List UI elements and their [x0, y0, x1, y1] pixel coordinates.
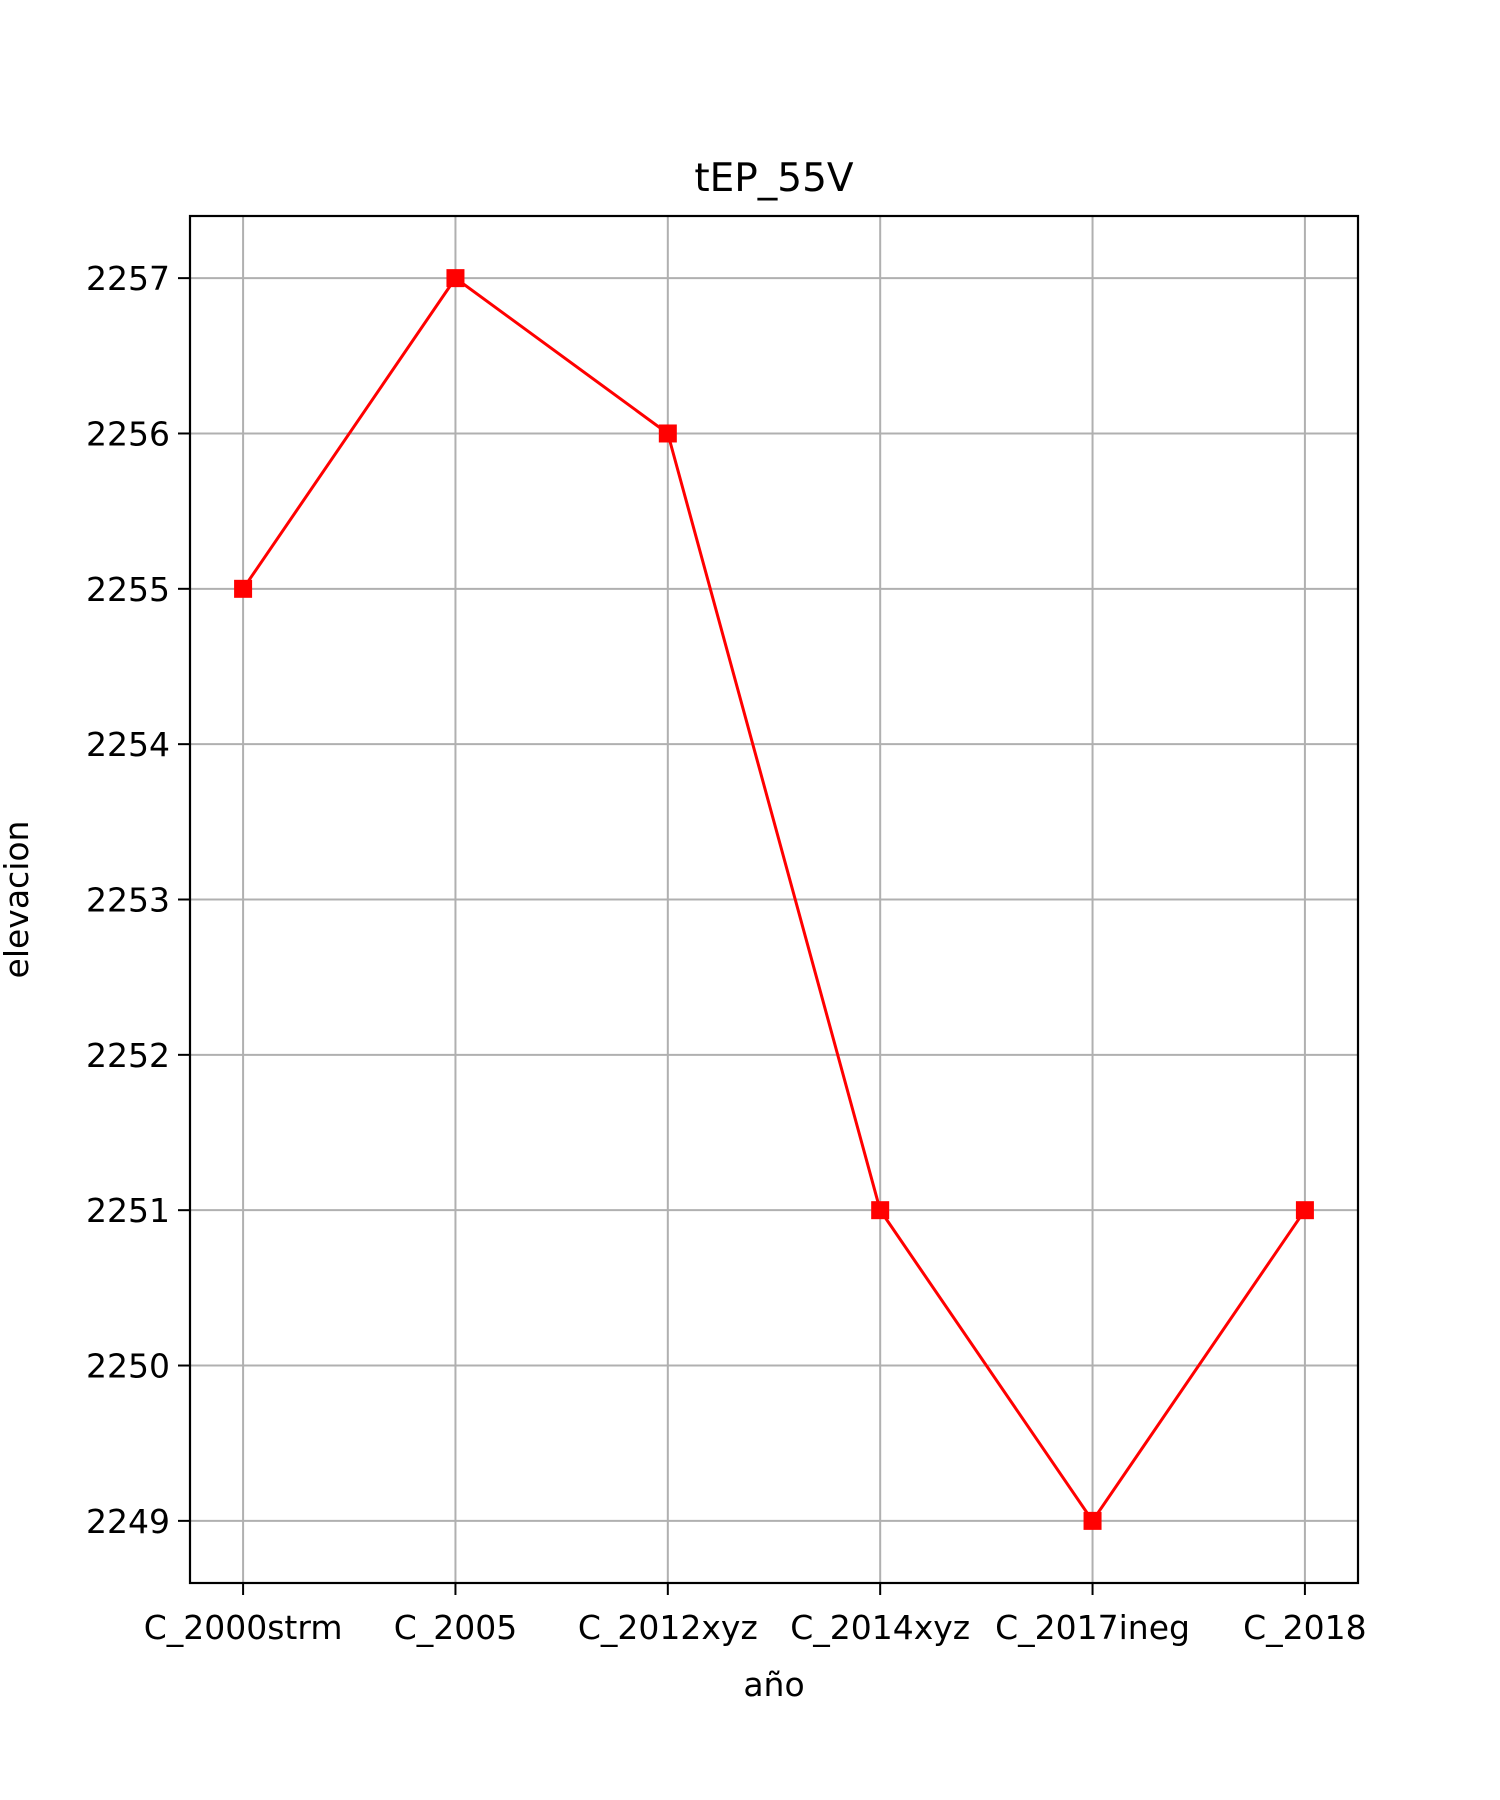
y-tick-label: 2253	[86, 881, 170, 920]
x-axis-label: año	[743, 1665, 804, 1704]
y-tick-label: 2250	[86, 1347, 170, 1386]
x-tick-label: C_2017ineg	[995, 1608, 1190, 1647]
y-tick-label: 2251	[86, 1191, 170, 1230]
data-point-marker	[446, 269, 465, 288]
chart-title: tEP_55V	[694, 156, 854, 201]
y-tick-label: 2255	[86, 570, 170, 609]
data-point-marker	[658, 424, 677, 443]
y-tick-label: 2257	[86, 259, 170, 298]
y-tick-label: 2252	[86, 1036, 170, 1075]
data-point-marker	[1295, 1201, 1314, 1220]
data-point-marker	[234, 579, 253, 598]
y-axis-label: elevacion	[0, 821, 36, 979]
x-axis-ticks: C_2000strm C_2005 C_2012xyz C_2014xyz C_2017…	[144, 1583, 1367, 1647]
series-line	[241, 276, 1307, 1524]
y-tick-label: 2256	[86, 414, 170, 453]
data-point-marker	[871, 1201, 890, 1220]
data-point-marker	[1083, 1511, 1102, 1530]
x-tick-label: C_2005	[394, 1608, 518, 1647]
x-tick-label: C_2014xyz	[790, 1608, 970, 1647]
x-tick-label: C_2000strm	[144, 1608, 343, 1647]
series-line-layer	[241, 276, 1307, 1524]
grid	[190, 216, 1358, 1583]
y-tick-label: 2254	[86, 725, 170, 764]
y-tick-label: 2249	[86, 1502, 170, 1541]
x-tick-label: C_2018	[1243, 1608, 1367, 1647]
series-markers	[234, 269, 1314, 1530]
y-axis-ticks: 2249 2250 2251 2252 2253 2254 2255 2256 2257	[86, 259, 190, 1541]
x-tick-label: C_2012xyz	[578, 1608, 758, 1647]
